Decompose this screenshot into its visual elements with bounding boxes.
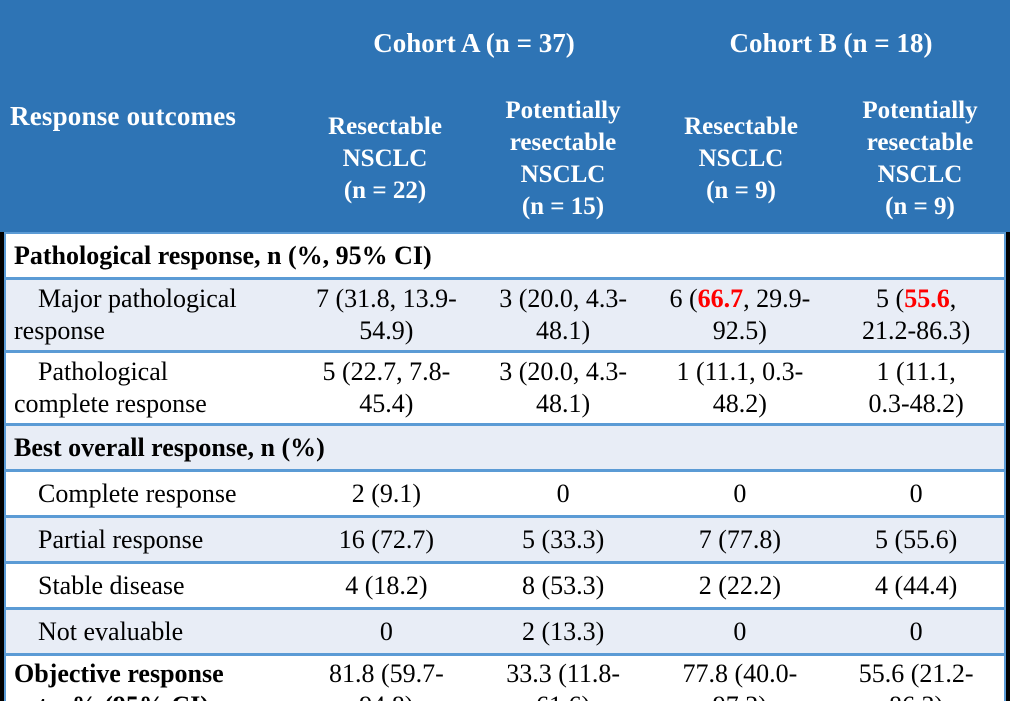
table-cell: 5 (22.7, 7.8- 45.4) <box>298 350 475 425</box>
row-label: Not evaluable <box>5 607 298 655</box>
table-cell: 2 (9.1) <box>298 469 475 517</box>
highlighted-value: 66.7 <box>697 284 744 314</box>
response-outcomes-table: Pathological response, n (%, 95% CI) Maj… <box>4 232 1006 701</box>
table-cell: 77.8 (40.0- 97.2) <box>651 653 829 701</box>
table-cell: 0 <box>828 469 1005 517</box>
table-cell: 5 (55.6, 21.2-86.3) <box>828 277 1005 352</box>
row-label: Pathological complete response <box>5 350 298 425</box>
table-cell: 2 (22.2) <box>651 561 829 609</box>
header-response-outcomes: Response outcomes <box>10 100 237 131</box>
table-cell: 6 (66.7, 29.9- 92.5) <box>651 277 829 352</box>
highlighted-value: 55.6 <box>904 284 950 314</box>
table-cell: 2 (13.3) <box>474 607 652 655</box>
row-label: Stable disease <box>5 561 298 609</box>
table-body: Pathological response, n (%, 95% CI) Maj… <box>4 232 1006 701</box>
table-row-major-pathological-response: Major pathological response 7 (31.8, 13.… <box>5 277 1005 352</box>
cell-suffix: , 29.9- 92.5) <box>712 284 811 345</box>
table-cell: 0 <box>828 607 1005 655</box>
table-cell: 0 <box>651 607 829 655</box>
table-cell: 1 (11.1, 0.3- 48.2) <box>651 350 829 425</box>
header-col-potentially-resectable-b: Potentially resectable NSCLC (n = 9) <box>862 97 978 220</box>
table-cell: 0 <box>474 469 652 517</box>
table-cell: 4 (44.4) <box>828 561 1005 609</box>
section-row-pathological-response: Pathological response, n (%, 95% CI) <box>5 233 1005 279</box>
table-cell: 33.3 (11.8- 61.6) <box>474 653 652 701</box>
row-label: Objective response rate, % (95% CI) <box>5 653 298 701</box>
table-header: Response outcomes Cohort A (n = 37) Coho… <box>0 0 1010 232</box>
table-cell: 0 <box>651 469 829 517</box>
table-row-partial-response: Partial response 16 (72.7) 5 (33.3) 7 (7… <box>5 515 1005 563</box>
header-cohort-a: Cohort A (n = 37) <box>373 27 575 58</box>
row-label: Major pathological response <box>5 277 298 352</box>
table-cell: 8 (53.3) <box>474 561 652 609</box>
section-label: Best overall response, n (%) <box>5 423 1005 471</box>
row-label: Partial response <box>5 515 298 563</box>
cell-prefix: 5 ( <box>876 284 905 314</box>
header-col-resectable-a: Resectable NSCLC (n = 22) <box>328 113 442 204</box>
table-row-not-evaluable: Not evaluable 0 2 (13.3) 0 0 <box>5 607 1005 655</box>
table-cell: 55.6 (21.2- 86.3) <box>828 653 1005 701</box>
table-cell: 7 (31.8, 13.9- 54.9) <box>298 277 475 352</box>
table-cell: 81.8 (59.7- 94.8) <box>298 653 475 701</box>
table-cell: 0 <box>298 607 475 655</box>
table-cell: 5 (33.3) <box>474 515 652 563</box>
table-cell: 7 (77.8) <box>651 515 829 563</box>
table-cell: 5 (55.6) <box>828 515 1005 563</box>
table-row-complete-response: Complete response 2 (9.1) 0 0 0 <box>5 469 1005 517</box>
row-label: Complete response <box>5 469 298 517</box>
cell-prefix: 6 ( <box>669 284 698 314</box>
table-cell: 3 (20.0, 4.3- 48.1) <box>474 277 652 352</box>
table-cell: 16 (72.7) <box>298 515 475 563</box>
section-row-best-overall-response: Best overall response, n (%) <box>5 423 1005 471</box>
table-row-objective-response-rate: Objective response rate, % (95% CI) 81.8… <box>5 653 1005 701</box>
table-cell: 1 (11.1, 0.3-48.2) <box>828 350 1005 425</box>
header-col-resectable-b: Resectable NSCLC (n = 9) <box>684 113 798 204</box>
table-cell: 3 (20.0, 4.3- 48.1) <box>474 350 652 425</box>
section-label: Pathological response, n (%, 95% CI) <box>14 240 432 270</box>
header-col-potentially-resectable-a: Potentially resectable NSCLC (n = 15) <box>505 97 621 220</box>
table-cell: 4 (18.2) <box>298 561 475 609</box>
table-row-stable-disease: Stable disease 4 (18.2) 8 (53.3) 2 (22.2… <box>5 561 1005 609</box>
header-cohort-b: Cohort B (n = 18) <box>729 27 933 58</box>
cell-suffix: , 21.2-86.3) <box>861 284 971 345</box>
table-row-pathological-complete-response: Pathological complete response 5 (22.7, … <box>5 350 1005 425</box>
